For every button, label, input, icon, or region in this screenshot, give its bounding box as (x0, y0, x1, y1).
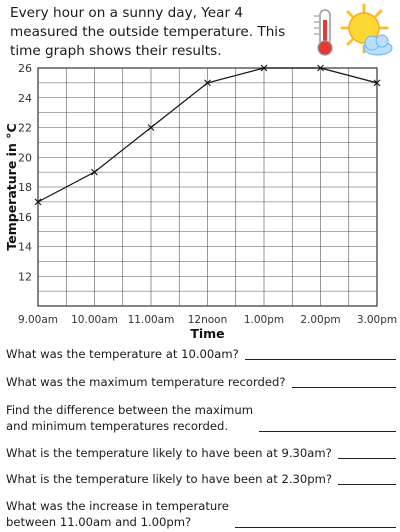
question-text: What is the temperature likely to have b… (6, 472, 333, 486)
x-tick-label: 3.00pm (357, 314, 397, 326)
data-point (91, 168, 98, 176)
question-4: What is the temperature likely to have b… (6, 445, 396, 461)
y-tick-label: 20 (18, 151, 32, 164)
question-text: What was the increase in temperature bet… (6, 499, 229, 529)
y-axis-title: Temperature in °C (4, 123, 19, 250)
data-point (204, 79, 211, 87)
x-tick-label: 11.00am (128, 314, 175, 326)
question-text: What was the maximum temperature recorde… (6, 375, 286, 389)
x-tick-label: 9.00am (18, 314, 58, 326)
x-tick-label: 12noon (188, 314, 228, 326)
question-2: What was the maximum temperature recorde… (6, 374, 396, 390)
y-tick-label: 16 (18, 211, 32, 224)
answer-line[interactable] (258, 430, 396, 432)
thermometer-icon (314, 9, 333, 56)
question-text: What was the temperature at 10.00am? (6, 347, 239, 361)
x-tick-label: 2.00pm (300, 314, 340, 326)
x-tick-label: 1.00pm (244, 314, 284, 326)
x-tick-label: 10.00am (71, 314, 118, 326)
question-text: What is the temperature likely to have b… (6, 446, 332, 460)
answer-line[interactable] (291, 386, 396, 388)
answer-line[interactable] (338, 483, 396, 485)
y-tick-label: 12 (18, 270, 32, 283)
answer-line[interactable] (234, 526, 396, 528)
weather-illustration (314, 3, 393, 56)
question-text: Find the difference between the maximum … (6, 403, 253, 433)
answer-line[interactable] (337, 457, 396, 459)
intro-text: Every hour on a sunny day, Year 4 measur… (10, 5, 286, 59)
question-3: Find the difference between the maximum … (6, 402, 396, 434)
y-tick-label: 26 (18, 62, 32, 75)
data-point (34, 198, 42, 206)
data-point (373, 79, 381, 87)
y-tick-label: 24 (18, 92, 32, 105)
question-5: What is the temperature likely to have b… (6, 471, 396, 487)
y-tick-label: 22 (18, 122, 32, 135)
y-tick-label: 14 (18, 241, 32, 254)
x-axis-title: Time (190, 326, 224, 341)
answer-line[interactable] (244, 358, 396, 360)
sun-cloud-icon (340, 3, 393, 56)
data-point (317, 64, 324, 72)
data-point (260, 64, 268, 72)
question-6: What was the increase in temperature bet… (6, 498, 396, 530)
question-1: What was the temperature at 10.00am? (6, 346, 396, 362)
data-point (147, 124, 155, 131)
y-tick-label: 18 (18, 181, 32, 194)
temperature-chart: 12 14 16 18 20 22 24 26 9.00am 10.00am 11.00am 12no… (4, 62, 397, 341)
